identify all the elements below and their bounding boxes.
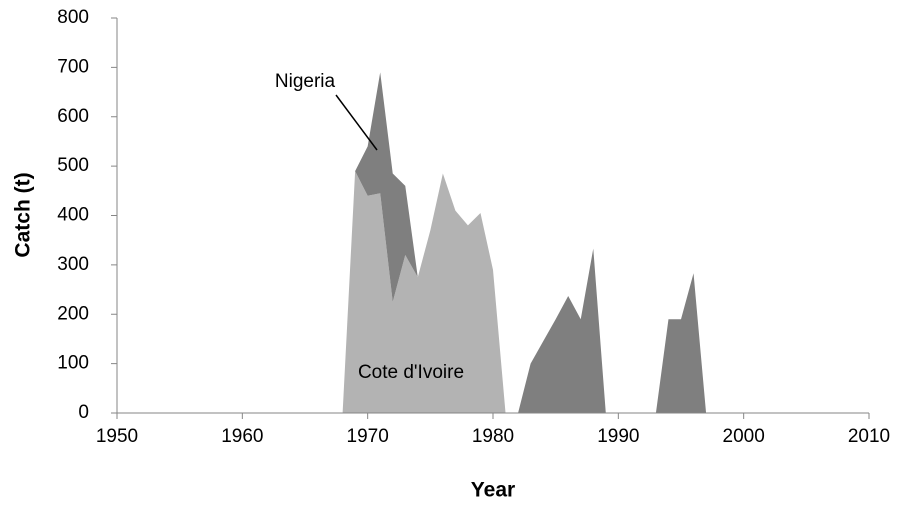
annotation: Cote d'Ivoire [358, 362, 464, 383]
leader-line [335, 94, 378, 151]
y-tick-label: 200 [57, 303, 89, 324]
area [342, 171, 707, 413]
x-tick-label: 1990 [597, 426, 639, 447]
y-axis-label: Catch (t) [12, 172, 35, 257]
x-tick-label: 2010 [848, 426, 890, 447]
annotation: Nigeria [275, 71, 336, 92]
area [342, 72, 707, 413]
y-tick-label: 100 [57, 353, 89, 374]
x-tick-label: 1950 [96, 426, 138, 447]
x-tick-label: 1970 [347, 426, 389, 447]
x-tick-label: 1960 [221, 426, 263, 447]
y-tick-label: 300 [57, 254, 89, 275]
y-tick-label: 0 [78, 402, 89, 423]
y-tick-label: 800 [57, 7, 89, 28]
x-axis-label: Year [471, 479, 515, 502]
y-tick-label: 500 [57, 155, 89, 176]
x-tick-label: 2000 [723, 426, 765, 447]
y-tick-label: 400 [57, 205, 89, 226]
y-tick-label: 700 [57, 56, 89, 77]
y-tick-label: 600 [57, 106, 89, 127]
x-tick-label: 1980 [472, 426, 514, 447]
areas [342, 72, 707, 413]
